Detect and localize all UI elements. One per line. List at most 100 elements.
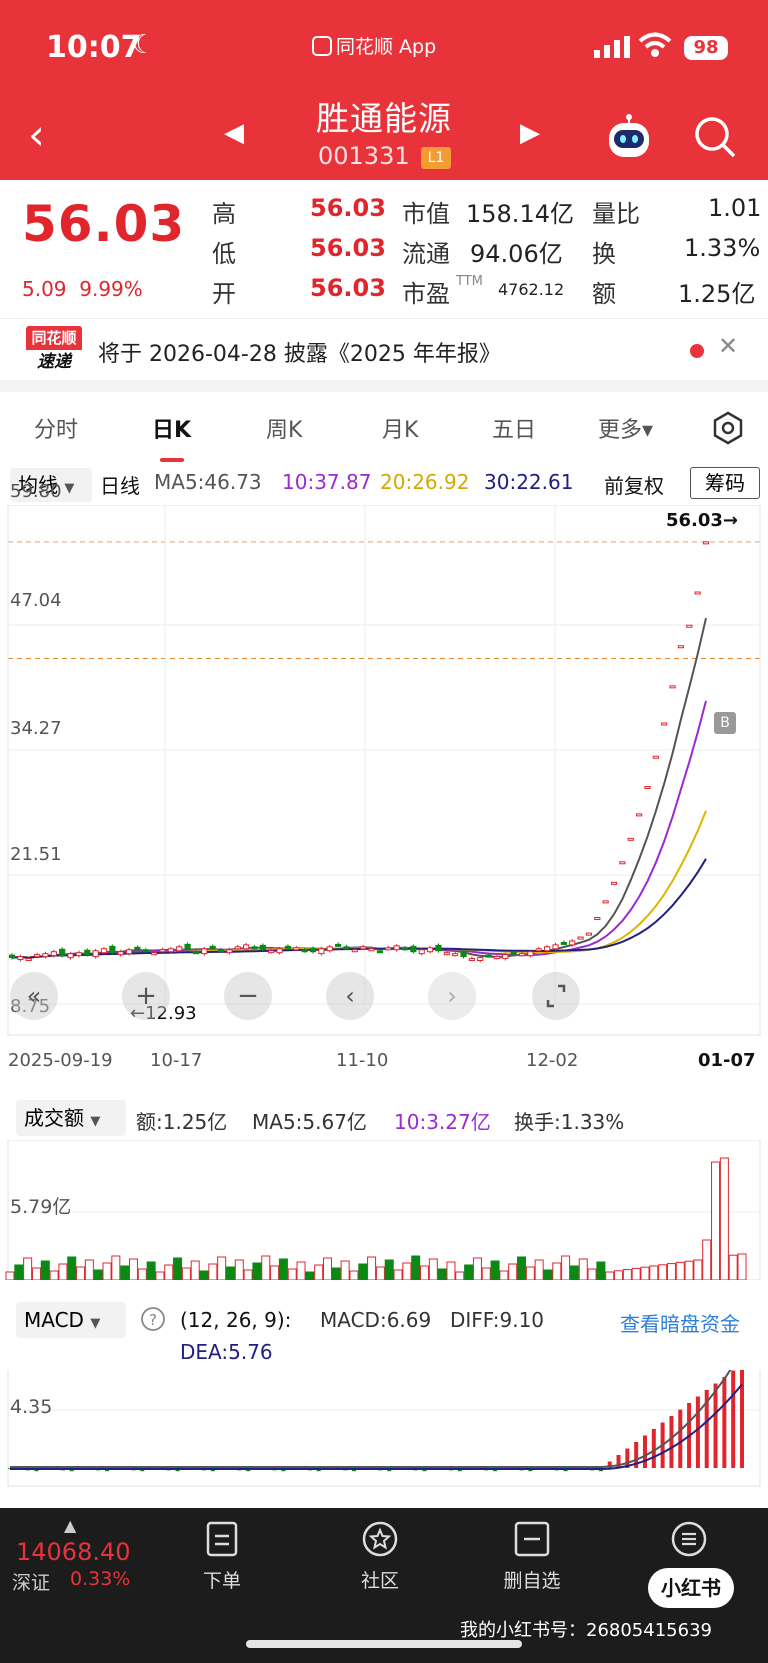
back-button[interactable]: ‹ xyxy=(28,110,45,159)
chevron-down-icon: ▼ xyxy=(64,481,75,496)
volume-bar xyxy=(711,1161,721,1280)
prev-stock-button[interactable]: ◀ xyxy=(224,118,244,148)
scroll-left-icon[interactable]: ‹ xyxy=(324,970,376,1022)
candle xyxy=(151,950,158,956)
tab-daily-k[interactable]: 日K xyxy=(152,418,192,443)
zoom-out-icon[interactable]: − xyxy=(222,970,274,1022)
xiaohongshu-id-watermark: 我的小红书号：26805415639 xyxy=(460,1620,712,1641)
volume-bar xyxy=(702,1239,712,1280)
menu-circle-icon[interactable] xyxy=(670,1520,708,1558)
remove-watchlist-button[interactable]: 删自选 xyxy=(492,1520,572,1593)
dark-pool-link[interactable]: 查看暗盘资金 xyxy=(620,1312,740,1336)
fullscreen-icon[interactable] xyxy=(530,970,582,1022)
volume-bar xyxy=(534,1259,544,1280)
tab-weekly-k[interactable]: 周K xyxy=(266,418,303,443)
volume-bar xyxy=(437,1268,447,1280)
candlestick-chart[interactable] xyxy=(0,505,768,1070)
volume-bar xyxy=(84,1259,94,1280)
ma-line-MA5 xyxy=(11,617,707,959)
macd-chart[interactable] xyxy=(0,1370,768,1490)
candle xyxy=(610,881,618,885)
scroll-left-fast-icon[interactable]: « xyxy=(8,970,60,1022)
volume-bar xyxy=(517,1256,527,1280)
tab-five-day[interactable]: 五日 xyxy=(492,418,537,443)
candle xyxy=(393,943,400,952)
ma-type-dropdown[interactable]: 均线 ▼ xyxy=(10,468,92,502)
x-axis-label: 11-10 xyxy=(336,1050,389,1071)
volume-bar xyxy=(305,1271,315,1280)
candle xyxy=(8,953,16,960)
news-headline[interactable]: 将于 2026-04-28 披露《2025 年年报》 xyxy=(98,342,501,367)
zoom-in-icon[interactable]: + xyxy=(120,970,172,1022)
index-value[interactable]: 14068.40 xyxy=(16,1538,131,1566)
candle xyxy=(25,956,32,962)
order-label: 下单 xyxy=(202,1570,241,1592)
community-label: 社区 xyxy=(360,1570,399,1592)
candle xyxy=(410,944,417,954)
candle xyxy=(343,944,350,950)
ma-line-30 xyxy=(11,858,707,959)
volume-bar xyxy=(261,1255,271,1280)
candle xyxy=(669,685,676,689)
tab-more[interactable]: 更多▾ xyxy=(598,418,654,443)
volume-chart[interactable] xyxy=(0,1140,768,1280)
candle xyxy=(276,946,283,955)
candle xyxy=(661,722,668,726)
volume-bar xyxy=(490,1260,500,1280)
candle xyxy=(468,956,475,962)
volume-bar xyxy=(111,1255,121,1280)
candle xyxy=(510,950,517,955)
robot-assistant-icon[interactable] xyxy=(604,113,654,163)
ma-legend: 日线 MA5:46.73 10:37.87 20:26.92 30:22.61 … xyxy=(0,470,768,504)
bottom-bar xyxy=(0,1508,768,1663)
order-button[interactable]: 下单 xyxy=(182,1520,262,1593)
price-change: 5.09 9.99% xyxy=(22,277,143,301)
macd-bar xyxy=(731,1370,736,1468)
search-icon[interactable] xyxy=(690,112,740,162)
next-stock-button[interactable]: ▶ xyxy=(520,118,540,148)
close-icon[interactable]: ✕ xyxy=(718,332,739,360)
candle xyxy=(368,946,375,952)
settings-hexagon-icon[interactable] xyxy=(710,410,746,446)
volume-bar xyxy=(173,1257,183,1280)
tab-intraday[interactable]: 分时 xyxy=(34,418,79,443)
candle xyxy=(594,916,601,920)
change-value: 5.09 xyxy=(22,277,67,301)
volume-bar xyxy=(164,1264,174,1280)
chips-button[interactable]: 筹码 xyxy=(690,467,760,499)
macd-bar xyxy=(678,1409,683,1468)
expand-up-icon[interactable]: ▲ xyxy=(64,1516,77,1535)
help-icon[interactable]: ? xyxy=(140,1306,166,1332)
buy-marker[interactable]: B xyxy=(714,712,736,734)
diff-value: DIFF:9.10 xyxy=(450,1308,545,1332)
candle xyxy=(351,947,358,953)
pe-value: 4762.12 xyxy=(498,280,565,299)
news-logo: 同花顺 速递 xyxy=(26,326,82,374)
volume-bar xyxy=(234,1259,244,1280)
diff-line xyxy=(10,1370,732,1468)
y-axis-label: 47.04 xyxy=(10,590,62,611)
adjust-mode[interactable]: 前复权 xyxy=(604,474,664,498)
active-tab-indicator xyxy=(160,458,184,462)
candle xyxy=(485,953,492,958)
candle xyxy=(560,940,567,945)
volume-bar xyxy=(93,1269,103,1280)
volume-bar xyxy=(622,1269,632,1280)
volume-bar xyxy=(190,1260,200,1280)
tab-monthly-k[interactable]: 月K xyxy=(382,418,419,443)
candle xyxy=(452,951,459,957)
macd-dropdown[interactable]: MACD ▼ xyxy=(16,1302,126,1338)
vol-ratio-value: 1.01 xyxy=(708,194,762,222)
stock-code: 001331 xyxy=(318,142,410,170)
candle xyxy=(493,954,501,960)
candle xyxy=(326,944,333,953)
volume-bar xyxy=(472,1257,482,1280)
mktcap-label: 市值 xyxy=(402,200,450,228)
candle xyxy=(636,813,643,817)
high-value: 56.03 xyxy=(310,194,386,222)
community-button[interactable]: 社区 xyxy=(340,1520,420,1593)
indicator-dropdown[interactable]: 成交额 ▼ xyxy=(16,1100,126,1136)
macd-y-label: 4.35 xyxy=(10,1396,53,1418)
scroll-right-icon[interactable]: › xyxy=(426,970,478,1022)
